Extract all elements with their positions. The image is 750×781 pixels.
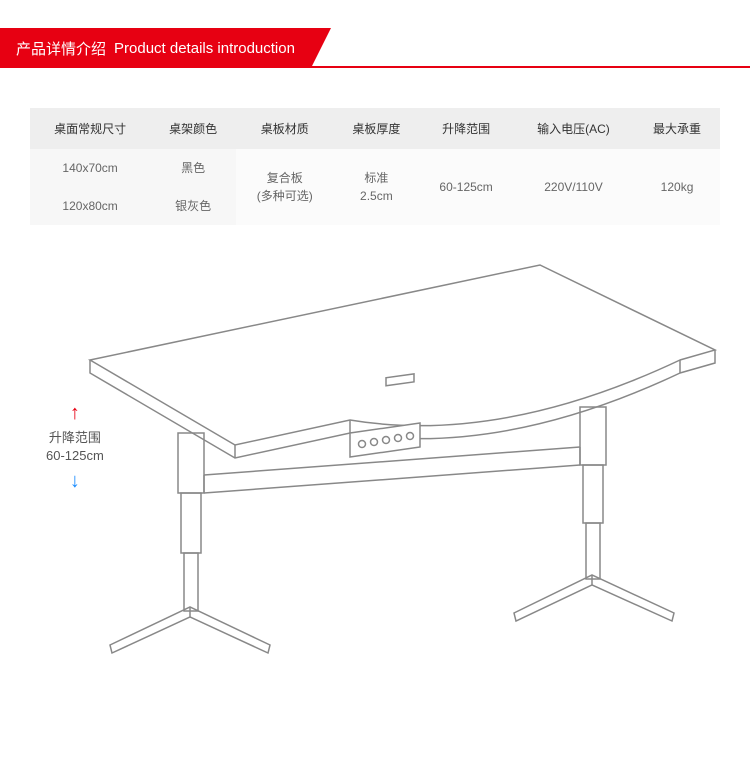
range-line1: 升降范围 [49,430,101,445]
cell-color-0: 黑色 [150,149,236,187]
header-banner: 产品详情介绍 Product details introduction [0,28,750,68]
desk-diagram: ↑ 升降范围 60-125cm ↓ [0,235,750,715]
col-material: 桌板材质 [236,108,333,149]
col-maxload: 最大承重 [634,108,720,149]
col-voltage: 输入电压(AC) [513,108,634,149]
cell-range: 60-125cm [419,149,513,225]
spec-table: 桌面常规尺寸 桌架颜色 桌板材质 桌板厚度 升降范围 输入电压(AC) 最大承重… [30,108,720,225]
range-annotation: ↑ 升降范围 60-125cm ↓ [46,403,104,491]
col-frame-color: 桌架颜色 [150,108,236,149]
table-header-row: 桌面常规尺寸 桌架颜色 桌板材质 桌板厚度 升降范围 输入电压(AC) 最大承重 [30,108,720,149]
col-range: 升降范围 [419,108,513,149]
range-line2: 60-125cm [46,448,104,463]
col-thickness: 桌板厚度 [333,108,419,149]
table-row: 140x70cm 黑色 复合板 (多种可选) 标准 2.5cm 60-125cm… [30,149,720,187]
desk-svg [50,245,730,705]
down-arrow-icon: ↓ [46,471,104,491]
cell-size-1: 120x80cm [30,187,150,225]
up-arrow-icon: ↑ [46,403,104,423]
cell-color-1: 银灰色 [150,187,236,225]
title-en: Product details introduction [114,40,295,57]
title-cn: 产品详情介绍 [16,38,106,59]
cell-size-0: 140x70cm [30,149,150,187]
cell-thickness: 标准 2.5cm [333,149,419,225]
cell-voltage: 220V/110V [513,149,634,225]
col-size: 桌面常规尺寸 [30,108,150,149]
cell-material: 复合板 (多种可选) [236,149,333,225]
cell-maxload: 120kg [634,149,720,225]
header-tab: 产品详情介绍 Product details introduction [0,28,311,68]
range-label: 升降范围 60-125cm [46,429,104,465]
